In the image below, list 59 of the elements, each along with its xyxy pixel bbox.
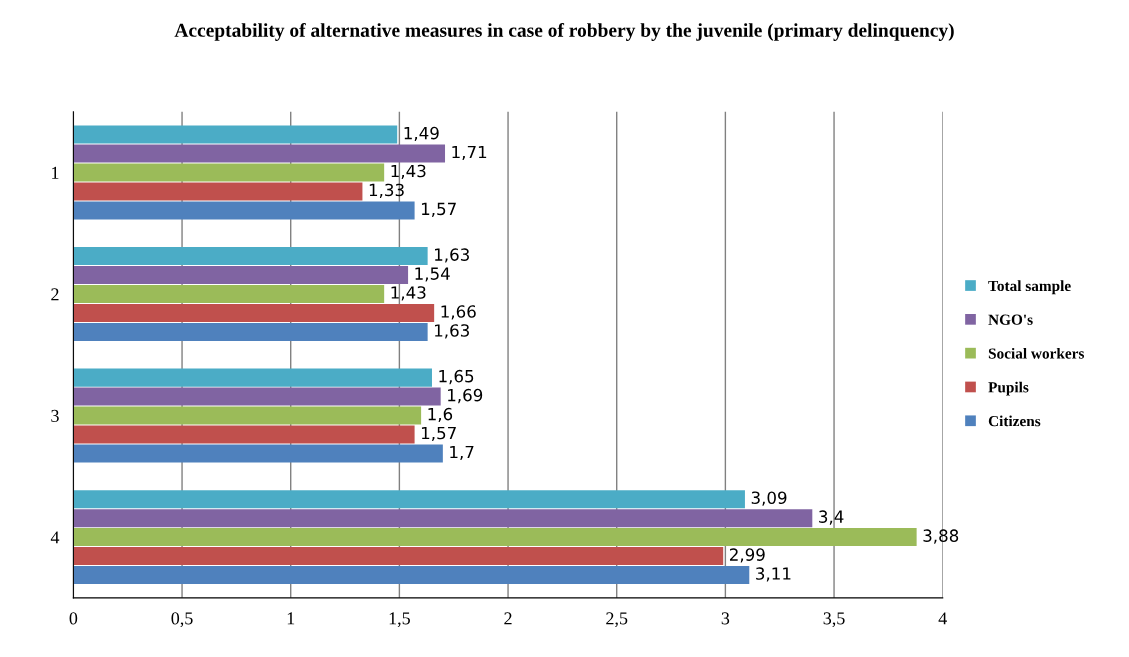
bar xyxy=(73,303,435,322)
data-label: 3,88 xyxy=(923,529,959,544)
data-label: 1,49 xyxy=(404,126,439,142)
x-tick-label: 4 xyxy=(938,612,947,625)
bar xyxy=(73,247,428,266)
data-label: 1,71 xyxy=(452,145,487,161)
x-tick-label: 1,5 xyxy=(389,612,410,628)
bar xyxy=(73,387,441,406)
bar xyxy=(73,444,443,463)
bar xyxy=(73,406,422,425)
x-tick-label: 0,5 xyxy=(171,612,193,628)
legend-label: Citizens xyxy=(988,415,1041,427)
legend-label: Total sample xyxy=(988,280,1071,295)
legend-label: Social workers xyxy=(988,347,1085,359)
x-tick-label: 3,5 xyxy=(823,612,845,628)
legend-label: NGO's xyxy=(988,314,1033,325)
bar xyxy=(73,528,917,547)
data-label: 1,57 xyxy=(421,426,456,442)
data-label: 1,66 xyxy=(441,305,476,320)
data-label: 1,43 xyxy=(391,164,426,179)
bar xyxy=(73,566,750,585)
bar xyxy=(73,547,724,566)
data-label: 1,6 xyxy=(428,407,453,423)
bar xyxy=(73,201,415,220)
data-label: 1,69 xyxy=(448,388,483,404)
bar xyxy=(73,425,415,444)
data-label: 1,43 xyxy=(391,286,426,301)
bar xyxy=(73,266,409,285)
bar xyxy=(73,490,745,509)
bar xyxy=(73,125,398,144)
legend-label: Pupils xyxy=(988,381,1029,396)
x-tick-label: 0 xyxy=(69,612,78,625)
y-tick-label: 2 xyxy=(51,288,59,301)
x-tick-label: 2 xyxy=(504,612,512,625)
bar xyxy=(73,182,363,201)
bar xyxy=(73,368,432,387)
bar xyxy=(73,509,813,528)
x-tick-label: 3 xyxy=(721,612,730,625)
data-label: 3,11 xyxy=(756,567,791,582)
data-label: 3,4 xyxy=(819,510,844,525)
data-label: 1,65 xyxy=(439,369,474,385)
bar xyxy=(73,322,428,341)
data-label: 3,09 xyxy=(751,491,787,506)
data-label: 1,33 xyxy=(369,183,404,198)
bar xyxy=(73,285,385,304)
data-label: 1,63 xyxy=(435,248,469,263)
data-label: 1,7 xyxy=(450,445,474,461)
data-label: 1,57 xyxy=(421,202,456,217)
y-tick-label: 1 xyxy=(52,166,59,179)
bar xyxy=(73,144,446,163)
x-tick-label: 2,5 xyxy=(606,612,628,628)
y-tick-label: 3 xyxy=(51,409,59,422)
data-label: 1,63 xyxy=(435,324,469,339)
x-tick-label: 1 xyxy=(287,612,295,625)
data-label: 1,54 xyxy=(415,267,450,282)
bar xyxy=(73,163,385,182)
data-label: 2,99 xyxy=(729,548,765,563)
chart-title: Acceptability of alternative measures in case of robbery by the juvenile (primary delinquency) xyxy=(174,23,954,41)
y-tick-label: 4 xyxy=(50,531,60,544)
